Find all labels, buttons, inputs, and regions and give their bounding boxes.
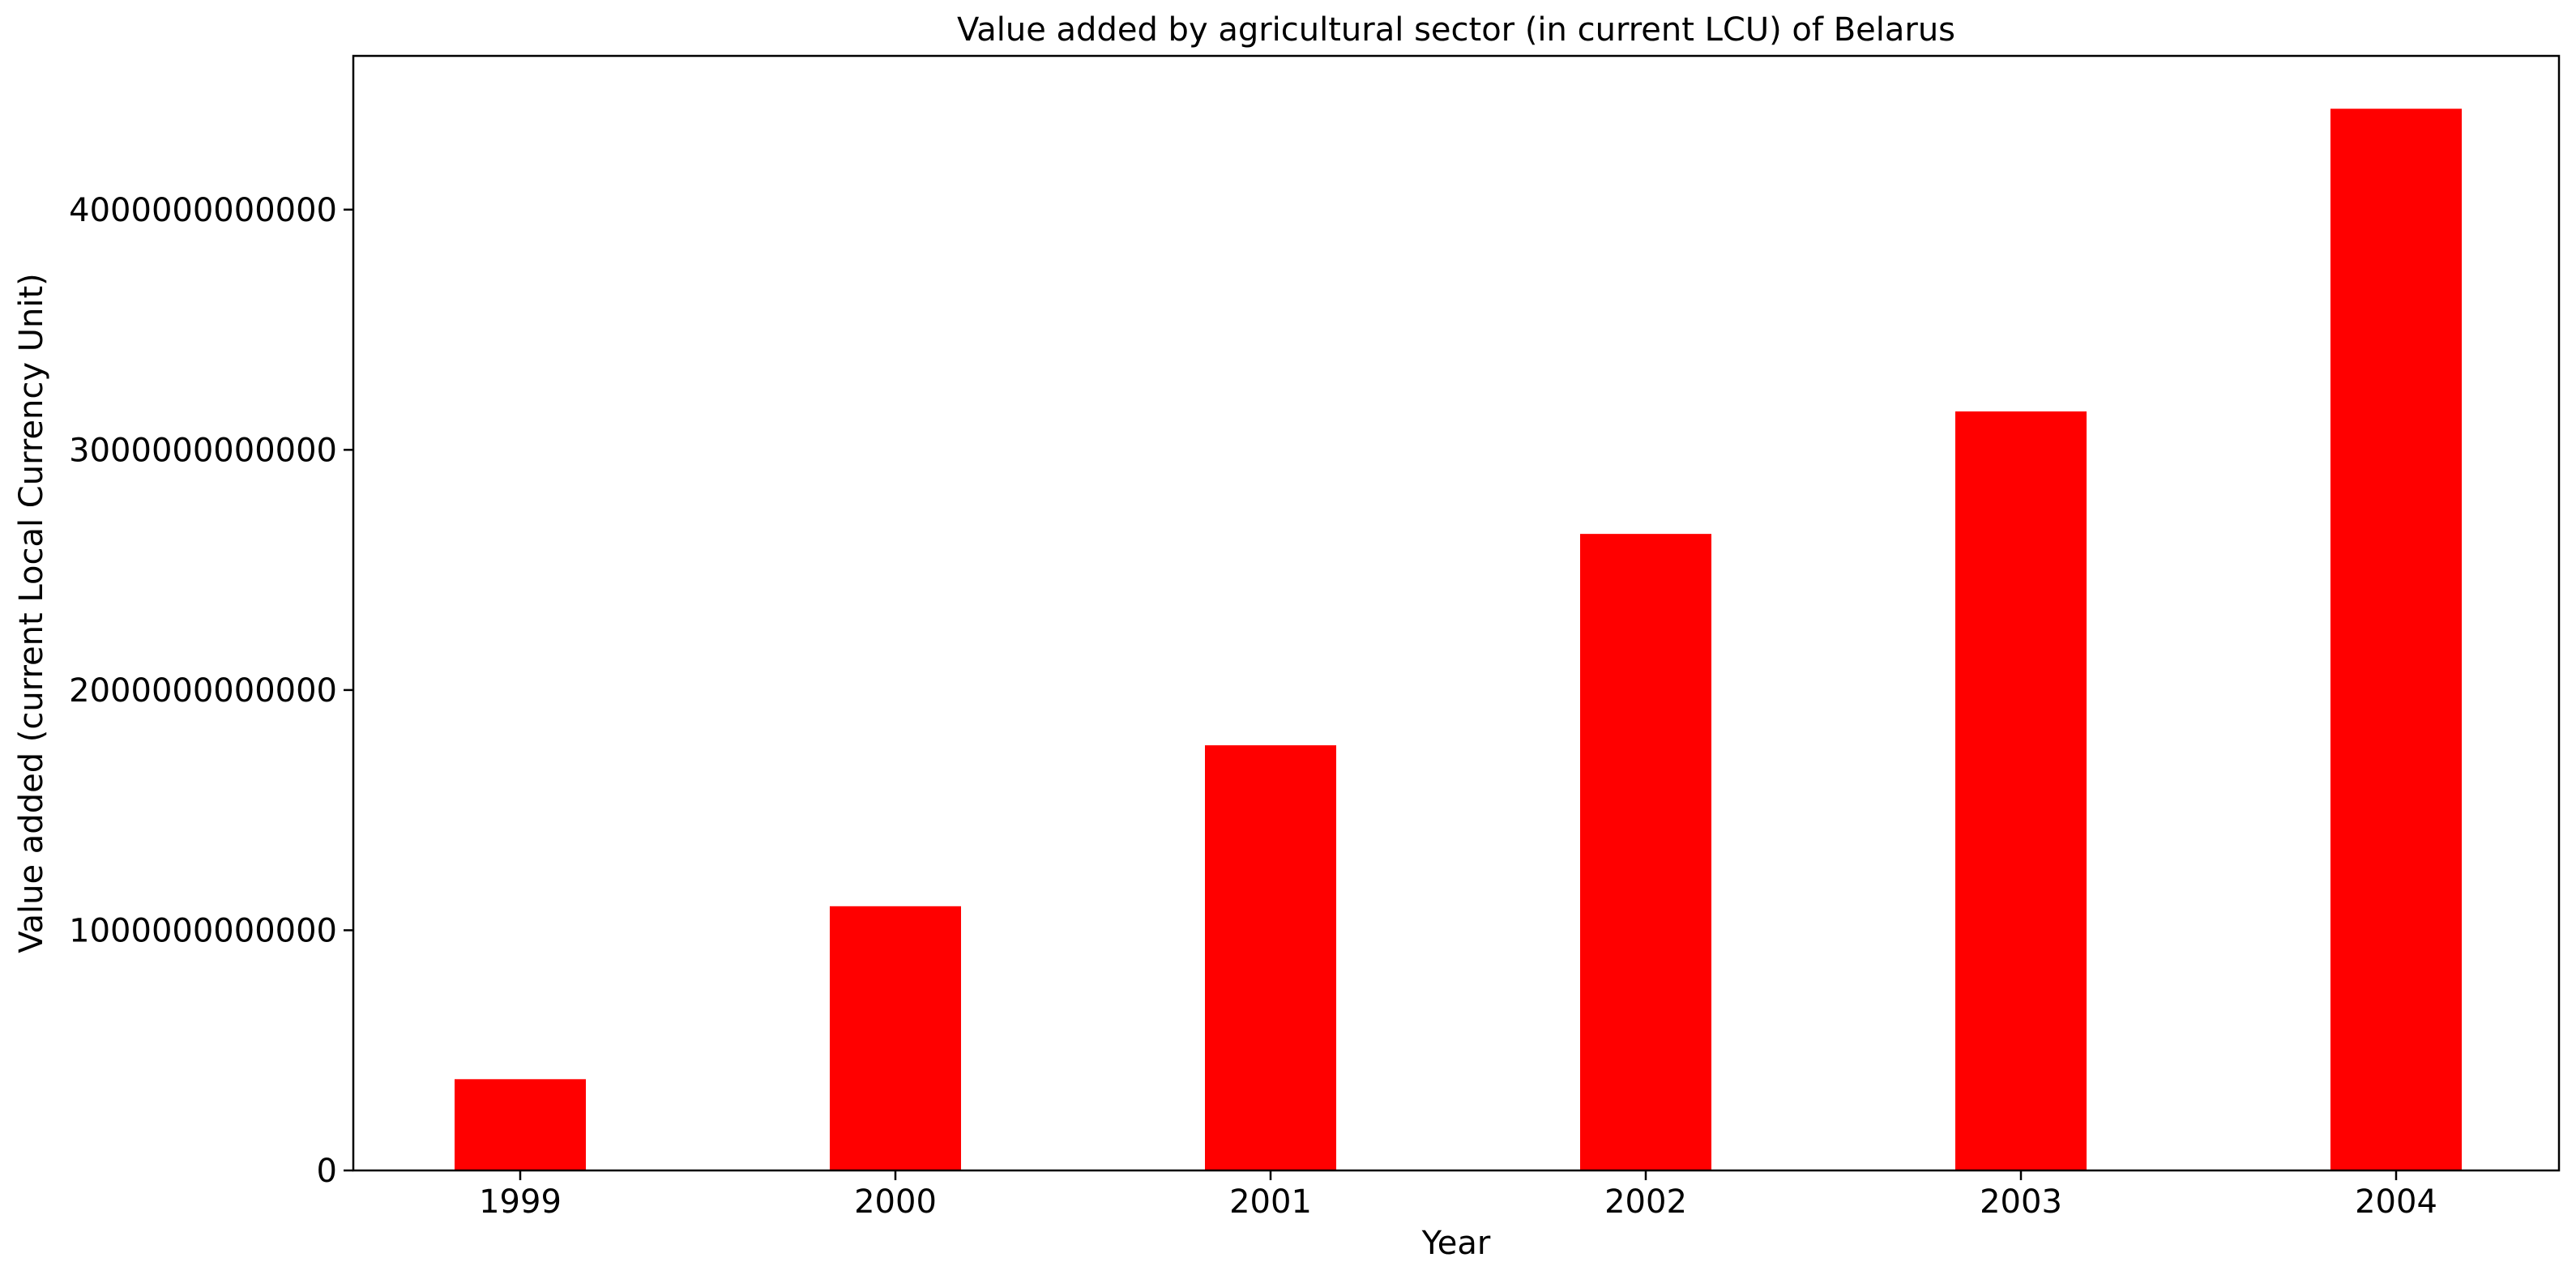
y-tick-label-3: 3000000000000 bbox=[69, 432, 337, 469]
x-tick-label-2001: 2001 bbox=[1229, 1183, 1312, 1221]
bar-2003 bbox=[1955, 411, 2087, 1170]
x-axis-label: Year bbox=[1421, 1225, 1491, 1262]
y-axis: 0 1000000000000 2000000000000 3000000000000… bbox=[69, 192, 353, 1190]
bar-2000 bbox=[830, 906, 961, 1170]
bar-2001 bbox=[1205, 745, 1336, 1170]
bar-2002 bbox=[1580, 534, 1711, 1170]
bar-1999 bbox=[455, 1079, 586, 1170]
plot-frame bbox=[352, 54, 2561, 1172]
chart-title: Value added by agricultural sector (in c… bbox=[957, 11, 1955, 49]
bar-2004 bbox=[2330, 109, 2462, 1171]
x-tick-label-2003: 2003 bbox=[1980, 1183, 2062, 1221]
y-tick-label-1: 1000000000000 bbox=[69, 912, 337, 949]
x-tick-label-2000: 2000 bbox=[854, 1183, 937, 1221]
x-tick-label-2002: 2002 bbox=[1604, 1183, 1687, 1221]
bars-group bbox=[455, 109, 2462, 1171]
x-axis: 1999 2000 2001 2002 2003 2004 bbox=[479, 1170, 2437, 1221]
y-tick-label-0: 0 bbox=[317, 1153, 337, 1190]
y-tick-label-2: 2000000000000 bbox=[69, 672, 337, 710]
y-axis-label: Value added (current Local Currency Unit… bbox=[13, 273, 50, 953]
x-tick-label-2004: 2004 bbox=[2355, 1183, 2437, 1221]
y-tick-label-4: 4000000000000 bbox=[69, 192, 337, 229]
x-tick-label-1999: 1999 bbox=[479, 1183, 562, 1221]
